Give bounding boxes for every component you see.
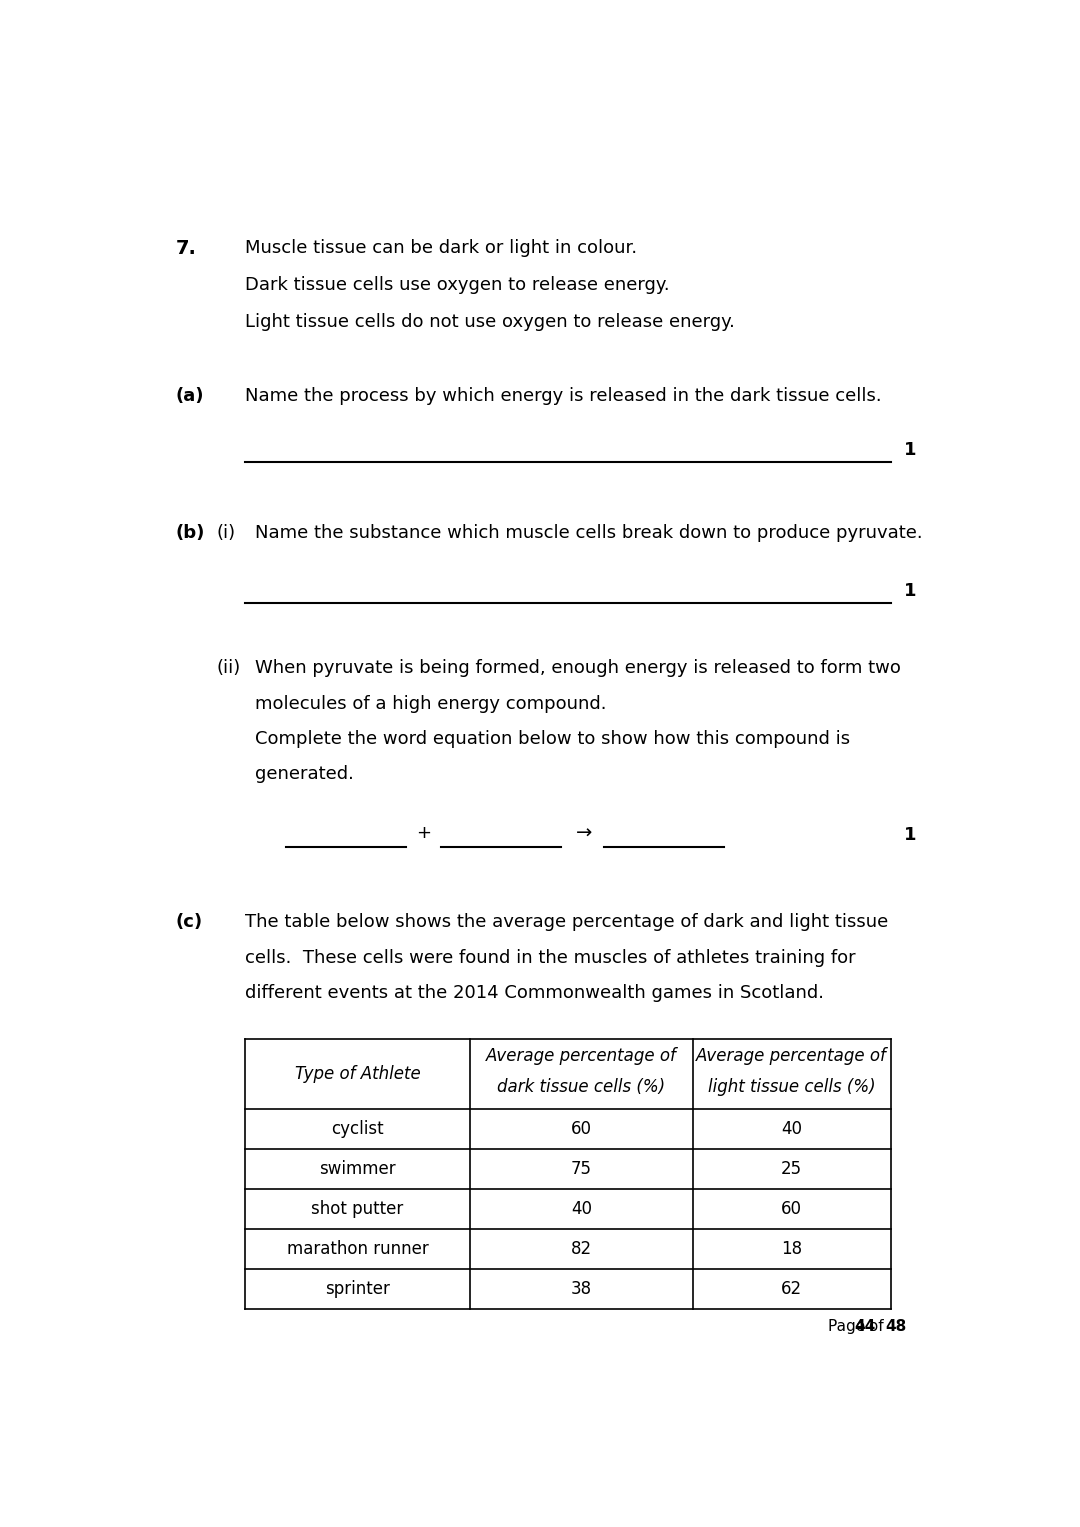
Text: 60: 60 — [781, 1200, 802, 1219]
Text: 60: 60 — [571, 1119, 592, 1138]
Text: shot putter: shot putter — [311, 1200, 404, 1219]
Text: Average percentage of: Average percentage of — [697, 1048, 888, 1066]
Text: Name the process by which energy is released in the dark tissue cells.: Name the process by which energy is rele… — [245, 388, 881, 405]
Text: light tissue cells (%): light tissue cells (%) — [708, 1078, 876, 1096]
Text: Name the substance which muscle cells break down to produce pyruvate.: Name the substance which muscle cells br… — [255, 524, 922, 542]
Text: 18: 18 — [781, 1240, 802, 1258]
Text: Complete the word equation below to show how this compound is: Complete the word equation below to show… — [255, 730, 850, 748]
Text: 1: 1 — [904, 826, 916, 844]
Text: (i): (i) — [216, 524, 235, 542]
Text: 25: 25 — [781, 1161, 802, 1177]
Text: Light tissue cells do not use oxygen to release energy.: Light tissue cells do not use oxygen to … — [245, 313, 734, 331]
Text: cells.  These cells were found in the muscles of athletes training for: cells. These cells were found in the mus… — [245, 948, 855, 967]
Text: of: of — [864, 1319, 889, 1335]
Text: Muscle tissue can be dark or light in colour.: Muscle tissue can be dark or light in co… — [245, 238, 637, 257]
Text: Type of Athlete: Type of Athlete — [295, 1066, 420, 1083]
Text: generated.: generated. — [255, 765, 354, 783]
Text: 1: 1 — [904, 582, 916, 600]
Text: 62: 62 — [781, 1280, 802, 1298]
Text: (ii): (ii) — [216, 660, 241, 676]
Text: +: + — [416, 825, 431, 843]
Text: Page: Page — [827, 1319, 869, 1335]
Text: cyclist: cyclist — [332, 1119, 383, 1138]
Text: Average percentage of: Average percentage of — [486, 1048, 677, 1066]
Text: marathon runner: marathon runner — [286, 1240, 429, 1258]
Text: different events at the 2014 Commonwealth games in Scotland.: different events at the 2014 Commonwealt… — [245, 983, 824, 1002]
Text: 38: 38 — [571, 1280, 592, 1298]
Text: When pyruvate is being formed, enough energy is released to form two: When pyruvate is being formed, enough en… — [255, 660, 901, 676]
Text: 40: 40 — [781, 1119, 802, 1138]
Text: (b): (b) — [175, 524, 205, 542]
Text: 40: 40 — [571, 1200, 592, 1219]
Text: →: → — [577, 823, 593, 843]
Text: sprinter: sprinter — [325, 1280, 390, 1298]
Text: swimmer: swimmer — [319, 1161, 395, 1177]
Text: (a): (a) — [175, 388, 204, 405]
Text: 75: 75 — [571, 1161, 592, 1177]
Text: Dark tissue cells use oxygen to release energy.: Dark tissue cells use oxygen to release … — [245, 276, 670, 293]
Text: (c): (c) — [175, 913, 202, 931]
Text: dark tissue cells (%): dark tissue cells (%) — [497, 1078, 665, 1096]
Text: 44: 44 — [854, 1319, 875, 1335]
Text: 48: 48 — [886, 1319, 907, 1335]
Text: 1: 1 — [904, 441, 916, 460]
Text: molecules of a high energy compound.: molecules of a high energy compound. — [255, 695, 607, 713]
Text: 7.: 7. — [175, 238, 197, 258]
Text: The table below shows the average percentage of dark and light tissue: The table below shows the average percen… — [245, 913, 888, 931]
Text: 82: 82 — [571, 1240, 592, 1258]
